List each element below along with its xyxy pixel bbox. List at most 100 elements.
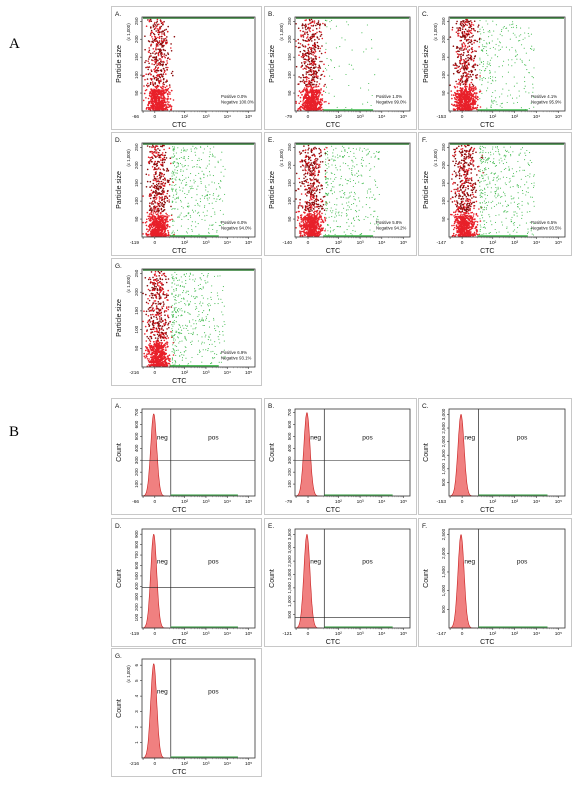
pos-point <box>368 82 370 85</box>
neg-point <box>148 20 151 22</box>
y-tick-label: 150 <box>441 53 446 61</box>
neg-point <box>170 105 173 108</box>
neg-point <box>152 75 155 77</box>
neg-point <box>161 76 164 78</box>
neg-point <box>318 152 321 155</box>
neg-point <box>167 30 169 33</box>
neg-point <box>323 148 326 151</box>
neg-point <box>471 78 473 81</box>
neg-point <box>468 63 470 66</box>
neg-point <box>316 108 319 111</box>
neg-point <box>468 33 470 36</box>
neg-point <box>471 23 473 26</box>
neg-point <box>463 24 466 27</box>
neg-point <box>309 83 311 85</box>
pos-point <box>212 194 214 196</box>
x-tick-label: 0 <box>153 114 156 120</box>
neg-point <box>159 149 161 152</box>
neg-point <box>168 101 170 103</box>
neg-point <box>307 152 309 154</box>
y-tick-label: 50 <box>134 216 139 222</box>
neg-point <box>301 160 304 162</box>
stats-label: Negative 100.0% <box>221 100 254 105</box>
panel-a-d: D. Positive 6.0% Negative 94.0% 50 100 150 200… <box>111 132 262 256</box>
neg-point <box>309 68 312 71</box>
neg-point <box>464 28 467 31</box>
pos-point <box>485 50 488 52</box>
pos-point <box>223 175 225 177</box>
neg-point <box>155 44 158 46</box>
pos-point <box>188 206 190 208</box>
neg-point <box>472 95 474 98</box>
neg-point <box>163 169 165 171</box>
neg-point <box>306 40 309 42</box>
neg-point <box>158 97 161 100</box>
neg-point <box>308 105 311 107</box>
neg-point <box>159 171 161 174</box>
neg-point <box>170 72 173 75</box>
neg-point <box>318 165 320 167</box>
pos-point <box>200 159 202 161</box>
neg-point <box>308 73 310 76</box>
neg-point <box>305 28 307 31</box>
neg-point <box>167 97 169 100</box>
pos-point <box>178 216 180 219</box>
pos-point <box>184 149 186 151</box>
neg-point <box>469 41 472 44</box>
neg-point <box>463 91 466 94</box>
neg-point <box>311 189 313 191</box>
pos-point <box>368 89 370 91</box>
neg-point <box>299 29 302 32</box>
neg-point <box>321 99 324 102</box>
neg-point <box>300 66 302 68</box>
neg-point <box>318 94 320 97</box>
pos-point <box>329 75 331 77</box>
pos-point <box>197 185 199 187</box>
neg-point <box>298 107 301 109</box>
neg-point <box>153 163 155 166</box>
pos-point <box>194 180 196 183</box>
pos-point <box>171 178 173 180</box>
neg-point <box>312 29 314 32</box>
pos-point <box>501 29 503 31</box>
pos-point <box>177 165 179 167</box>
neg-point <box>163 77 165 80</box>
pos-point <box>527 33 529 35</box>
pos-point <box>214 211 216 213</box>
x-tick-label: 10⁴ <box>378 114 385 120</box>
neg-point <box>306 166 308 168</box>
x-tick-label: 10³ <box>202 114 209 120</box>
neg-point <box>309 189 311 191</box>
neg-point <box>169 93 171 95</box>
neg-point <box>317 166 320 169</box>
pos-point <box>182 147 184 149</box>
neg-point <box>297 207 300 209</box>
neg-point <box>476 64 479 67</box>
neg-point <box>162 214 164 217</box>
pos-point <box>499 48 502 50</box>
pos-point <box>185 181 187 183</box>
neg-point <box>471 48 474 51</box>
neg-point <box>318 171 321 173</box>
neg-point <box>154 96 157 98</box>
neg-point <box>152 32 155 35</box>
neg-point <box>295 102 297 104</box>
neg-point <box>307 23 310 26</box>
neg-point <box>308 91 311 93</box>
pos-point <box>481 79 483 81</box>
neg-point <box>148 56 151 58</box>
pos-point <box>174 198 176 200</box>
neg-point <box>149 83 152 85</box>
pos-point <box>215 188 217 190</box>
pos-point <box>204 185 206 187</box>
neg-point <box>160 35 163 38</box>
pos-point <box>181 174 184 176</box>
neg-point <box>309 172 311 175</box>
neg-point <box>467 29 470 31</box>
neg-point <box>155 156 157 158</box>
neg-point <box>462 74 465 77</box>
scatter-points <box>295 144 380 238</box>
neg-point <box>309 70 312 73</box>
plot-frame <box>141 16 256 112</box>
neg-point <box>163 209 165 212</box>
